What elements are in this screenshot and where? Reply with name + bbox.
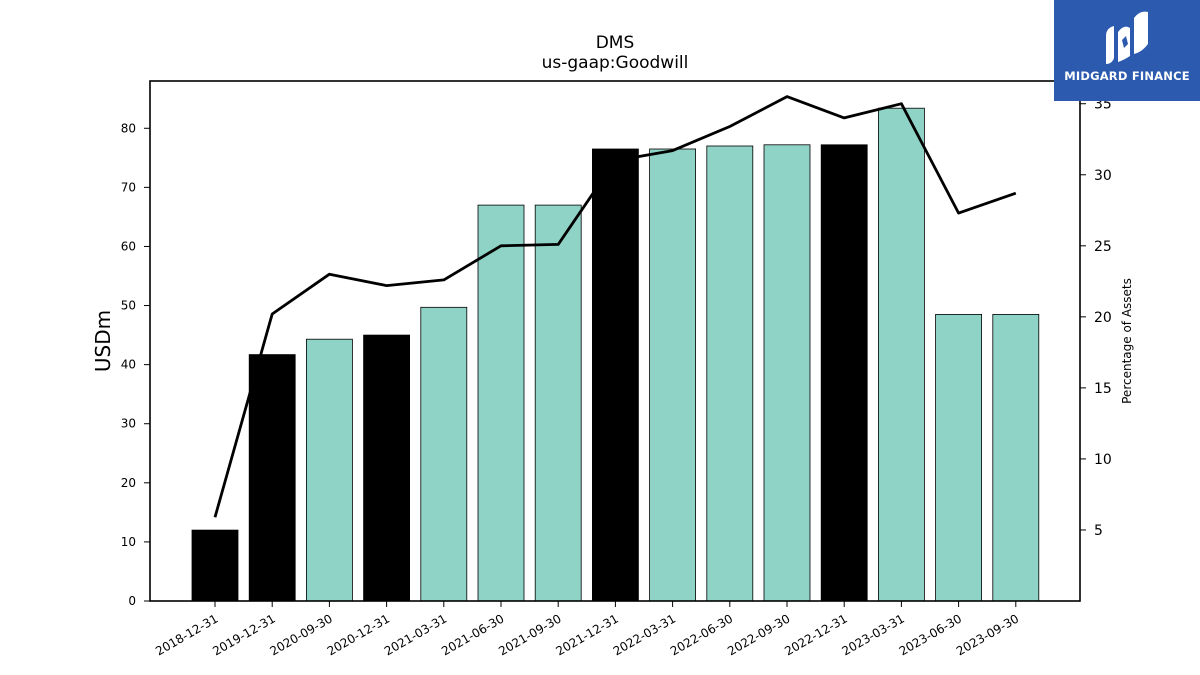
- x-tick-label: 2020-12-31: [325, 611, 392, 658]
- bar: [763, 144, 811, 602]
- y-tick-label-left: 20: [121, 476, 136, 490]
- y-tick-label-left: 10: [121, 535, 136, 549]
- x-tick-label: 2021-09-30: [496, 611, 563, 658]
- bar: [477, 204, 525, 602]
- bar: [820, 144, 868, 602]
- logo-text: MIDGARD FINANCE: [1064, 69, 1190, 83]
- y-axis-left: 0 10 20 30 40 50 60 70 80: [121, 121, 150, 608]
- y-tick-label-left: 60: [121, 239, 136, 253]
- y-tick-label-right: 10: [1094, 452, 1112, 468]
- y-tick-label-left: 0: [128, 594, 136, 608]
- bar: [305, 338, 353, 602]
- x-tick-label: 2022-06-30: [668, 611, 735, 658]
- bar: [248, 354, 296, 602]
- bar: [191, 529, 239, 602]
- line-series: [213, 95, 1017, 518]
- bar: [363, 334, 411, 602]
- y-tick-label-left: 30: [121, 417, 136, 431]
- x-tick-label: 2022-03-31: [611, 611, 678, 658]
- bar: [592, 148, 639, 602]
- x-tick-label: 2021-12-31: [553, 611, 620, 658]
- y-tick-label-right: 5: [1094, 523, 1103, 539]
- y-tick-label-left: 80: [121, 121, 136, 135]
- x-tick-label: 2021-03-31: [382, 611, 449, 658]
- bar: [420, 306, 468, 602]
- y-tick-label-left: 50: [121, 299, 136, 313]
- chart-title: DMS: [596, 33, 635, 53]
- bar: [534, 204, 582, 602]
- bar-series: [191, 107, 1040, 602]
- y-tick-label-right: 30: [1094, 168, 1112, 184]
- x-tick-label: 2023-09-30: [954, 611, 1021, 658]
- y-axis-label-right: Percentage of Assets: [1120, 278, 1134, 404]
- midgard-logo-mark-icon: [1106, 11, 1148, 64]
- bar: [935, 313, 982, 602]
- bar: [992, 313, 1040, 602]
- chart-subtitle: us-gaap:Goodwill: [542, 53, 689, 73]
- y-tick-label-left: 70: [121, 180, 136, 194]
- y-tick-label-right: 25: [1094, 239, 1112, 255]
- x-tick-label: 2021-06-30: [439, 611, 506, 658]
- y-tick-label-right: 20: [1094, 310, 1112, 326]
- bar: [706, 145, 754, 602]
- x-tick-label: 2022-12-31: [782, 611, 849, 658]
- x-tick-label: 2022-09-30: [725, 611, 792, 658]
- y-axis-label-left: USDm: [91, 310, 115, 372]
- bar: [878, 107, 925, 602]
- y-tick-label-left: 40: [121, 358, 136, 372]
- x-tick-label: 2023-06-30: [897, 611, 964, 658]
- x-tick-label: 2019-12-31: [210, 611, 277, 658]
- y-tick-label-right: 15: [1094, 381, 1112, 397]
- x-tick-label: 2023-03-31: [839, 611, 906, 658]
- x-tick-label: 2018-12-31: [153, 611, 220, 658]
- x-axis: 2018-12-312019-12-312020-09-302020-12-31…: [153, 601, 1021, 658]
- midgard-finance-logo: MIDGARD FINANCE: [1054, 0, 1200, 101]
- x-tick-label: 2020-09-30: [267, 611, 334, 658]
- series-line: [213, 95, 1017, 518]
- bar: [649, 148, 696, 602]
